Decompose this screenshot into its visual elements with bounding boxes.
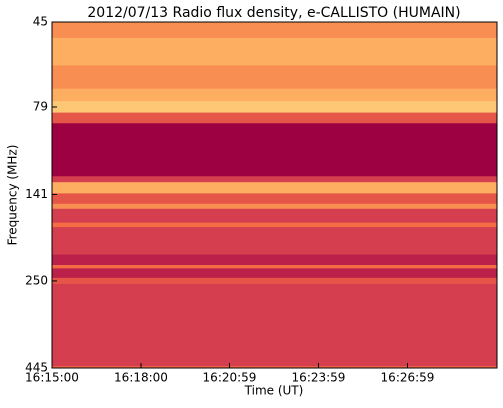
heat-band bbox=[52, 227, 497, 256]
heat-band bbox=[52, 203, 497, 210]
y-tick-label: 79 bbox=[33, 99, 48, 113]
heat-band bbox=[52, 182, 497, 194]
x-tick-label: 16:26:59 bbox=[381, 371, 435, 385]
chart-title: 2012/07/13 Radio flux density, e-CALLIST… bbox=[87, 5, 460, 21]
heat-band bbox=[52, 193, 497, 205]
plot-frame bbox=[51, 21, 498, 369]
heat-band bbox=[52, 208, 497, 224]
heat-band bbox=[52, 268, 497, 279]
heat-band bbox=[52, 283, 497, 367]
x-tick-label: 16:15:00 bbox=[25, 371, 79, 385]
heat-band bbox=[52, 123, 497, 177]
y-tick-label: 45 bbox=[33, 15, 48, 29]
y-tick-label: 141 bbox=[25, 187, 48, 201]
heat-band bbox=[52, 222, 497, 228]
heat-band bbox=[52, 101, 497, 114]
heat-band bbox=[52, 112, 497, 124]
heat-band bbox=[52, 176, 497, 183]
y-tick-label: 445 bbox=[25, 361, 48, 375]
heat-band bbox=[52, 265, 497, 269]
heat-band bbox=[52, 88, 497, 102]
heat-band bbox=[52, 65, 497, 90]
heat-band bbox=[52, 277, 497, 285]
x-tick-label: 16:18:00 bbox=[114, 371, 168, 385]
x-tick-label: 16:20:59 bbox=[203, 371, 257, 385]
y-axis-label: Frequency (MHz) bbox=[6, 145, 20, 246]
heat-band bbox=[52, 37, 497, 66]
y-tick-label: 250 bbox=[25, 273, 48, 287]
x-tick-label: 16:23:59 bbox=[292, 371, 346, 385]
heat-band bbox=[52, 366, 497, 369]
heat-band bbox=[52, 22, 497, 39]
x-axis-label: Time (UT) bbox=[244, 384, 304, 398]
heat-band bbox=[52, 254, 497, 266]
